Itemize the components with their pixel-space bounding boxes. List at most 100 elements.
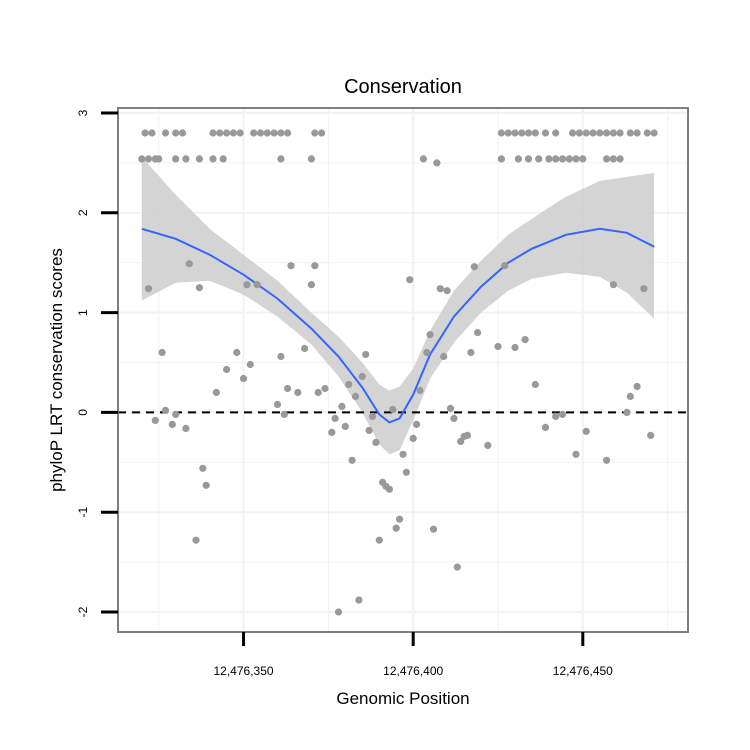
data-point	[172, 410, 180, 418]
data-point	[365, 426, 373, 434]
data-point	[616, 129, 624, 137]
plot-frame	[117, 107, 689, 633]
data-point	[270, 129, 278, 137]
data-point	[239, 374, 248, 383]
data-point	[453, 563, 461, 571]
data-point	[650, 129, 658, 137]
data-point	[144, 155, 153, 163]
data-point	[633, 382, 641, 391]
data-point	[284, 129, 292, 137]
data-point	[399, 450, 407, 458]
data-point	[541, 423, 550, 431]
data-point	[446, 404, 455, 412]
data-point	[362, 350, 370, 359]
data-point	[389, 405, 397, 413]
data-point	[151, 416, 159, 424]
data-point	[589, 129, 597, 137]
data-point	[277, 129, 285, 137]
data-point	[596, 129, 604, 137]
data-point	[467, 348, 475, 357]
data-point	[423, 348, 431, 357]
data-point	[643, 129, 651, 137]
data-point	[199, 464, 207, 472]
y-tick-label: 0	[76, 409, 90, 416]
data-point	[385, 485, 393, 493]
data-point	[287, 262, 295, 270]
data-point	[155, 155, 163, 163]
data-point	[158, 348, 166, 357]
data-point	[545, 155, 553, 163]
data-point	[144, 285, 153, 293]
data-point	[195, 284, 203, 292]
data-point	[256, 129, 265, 137]
data-point	[647, 431, 655, 439]
data-point	[192, 536, 200, 544]
data-point	[148, 129, 156, 137]
x-tick-label: 12,476,400	[383, 664, 443, 678]
data-point	[603, 155, 611, 163]
data-point	[195, 155, 203, 163]
y-tick-label: 1	[76, 309, 90, 316]
data-point	[623, 408, 631, 416]
data-point	[236, 129, 244, 137]
data-point	[440, 352, 448, 361]
data-point	[314, 388, 322, 397]
data-point	[552, 129, 560, 137]
data-point	[474, 329, 482, 337]
confidence-band-area	[141, 156, 655, 455]
chart-title: Conservation	[344, 76, 462, 98]
data-point	[406, 276, 414, 284]
data-point	[358, 372, 366, 381]
x-tick-label: 12,476,350	[214, 664, 274, 678]
data-point	[511, 129, 519, 137]
data-point	[161, 406, 170, 414]
data-point	[307, 281, 315, 289]
data-point	[552, 155, 560, 163]
data-point	[497, 129, 505, 137]
data-point	[429, 525, 438, 533]
x-axis-title: Genomic Position	[336, 689, 469, 708]
data-point	[355, 596, 363, 604]
plot-border	[117, 107, 689, 633]
data-point	[321, 384, 329, 393]
data-point	[579, 155, 587, 163]
data-point	[168, 420, 176, 428]
data-point	[334, 608, 343, 616]
data-point	[219, 155, 227, 163]
y-axis-title: phyloP LRT conservation scores	[47, 248, 66, 492]
y-tick-label: 3	[76, 109, 90, 116]
data-point	[497, 155, 505, 163]
data-point	[541, 129, 550, 137]
data-point	[575, 129, 584, 137]
data-point	[402, 468, 410, 476]
data-point	[633, 129, 641, 137]
data-point	[572, 450, 580, 458]
data-point	[416, 386, 424, 395]
data-point	[301, 344, 309, 353]
y-tick-label: -1	[76, 507, 90, 518]
data-point	[484, 441, 492, 449]
data-point	[582, 129, 590, 137]
data-point	[216, 129, 224, 137]
data-point	[450, 414, 458, 422]
data-point	[501, 262, 509, 270]
data-point	[419, 155, 427, 163]
x-axis: 12,476,350 12,476,400 12,476,450	[214, 632, 613, 678]
data-point	[141, 129, 149, 137]
data-point	[436, 285, 444, 293]
data-point	[311, 262, 319, 270]
data-point	[318, 129, 326, 137]
data-point	[609, 281, 618, 289]
data-point	[565, 155, 573, 163]
y-tick-label: 2	[76, 209, 90, 216]
data-point	[626, 392, 634, 400]
data-point	[603, 456, 611, 464]
data-point	[161, 129, 170, 137]
data-point	[531, 380, 539, 389]
data-point	[172, 129, 180, 137]
data-point	[552, 412, 560, 420]
data-point	[229, 129, 237, 137]
data-point	[212, 388, 220, 397]
data-point	[433, 159, 441, 167]
